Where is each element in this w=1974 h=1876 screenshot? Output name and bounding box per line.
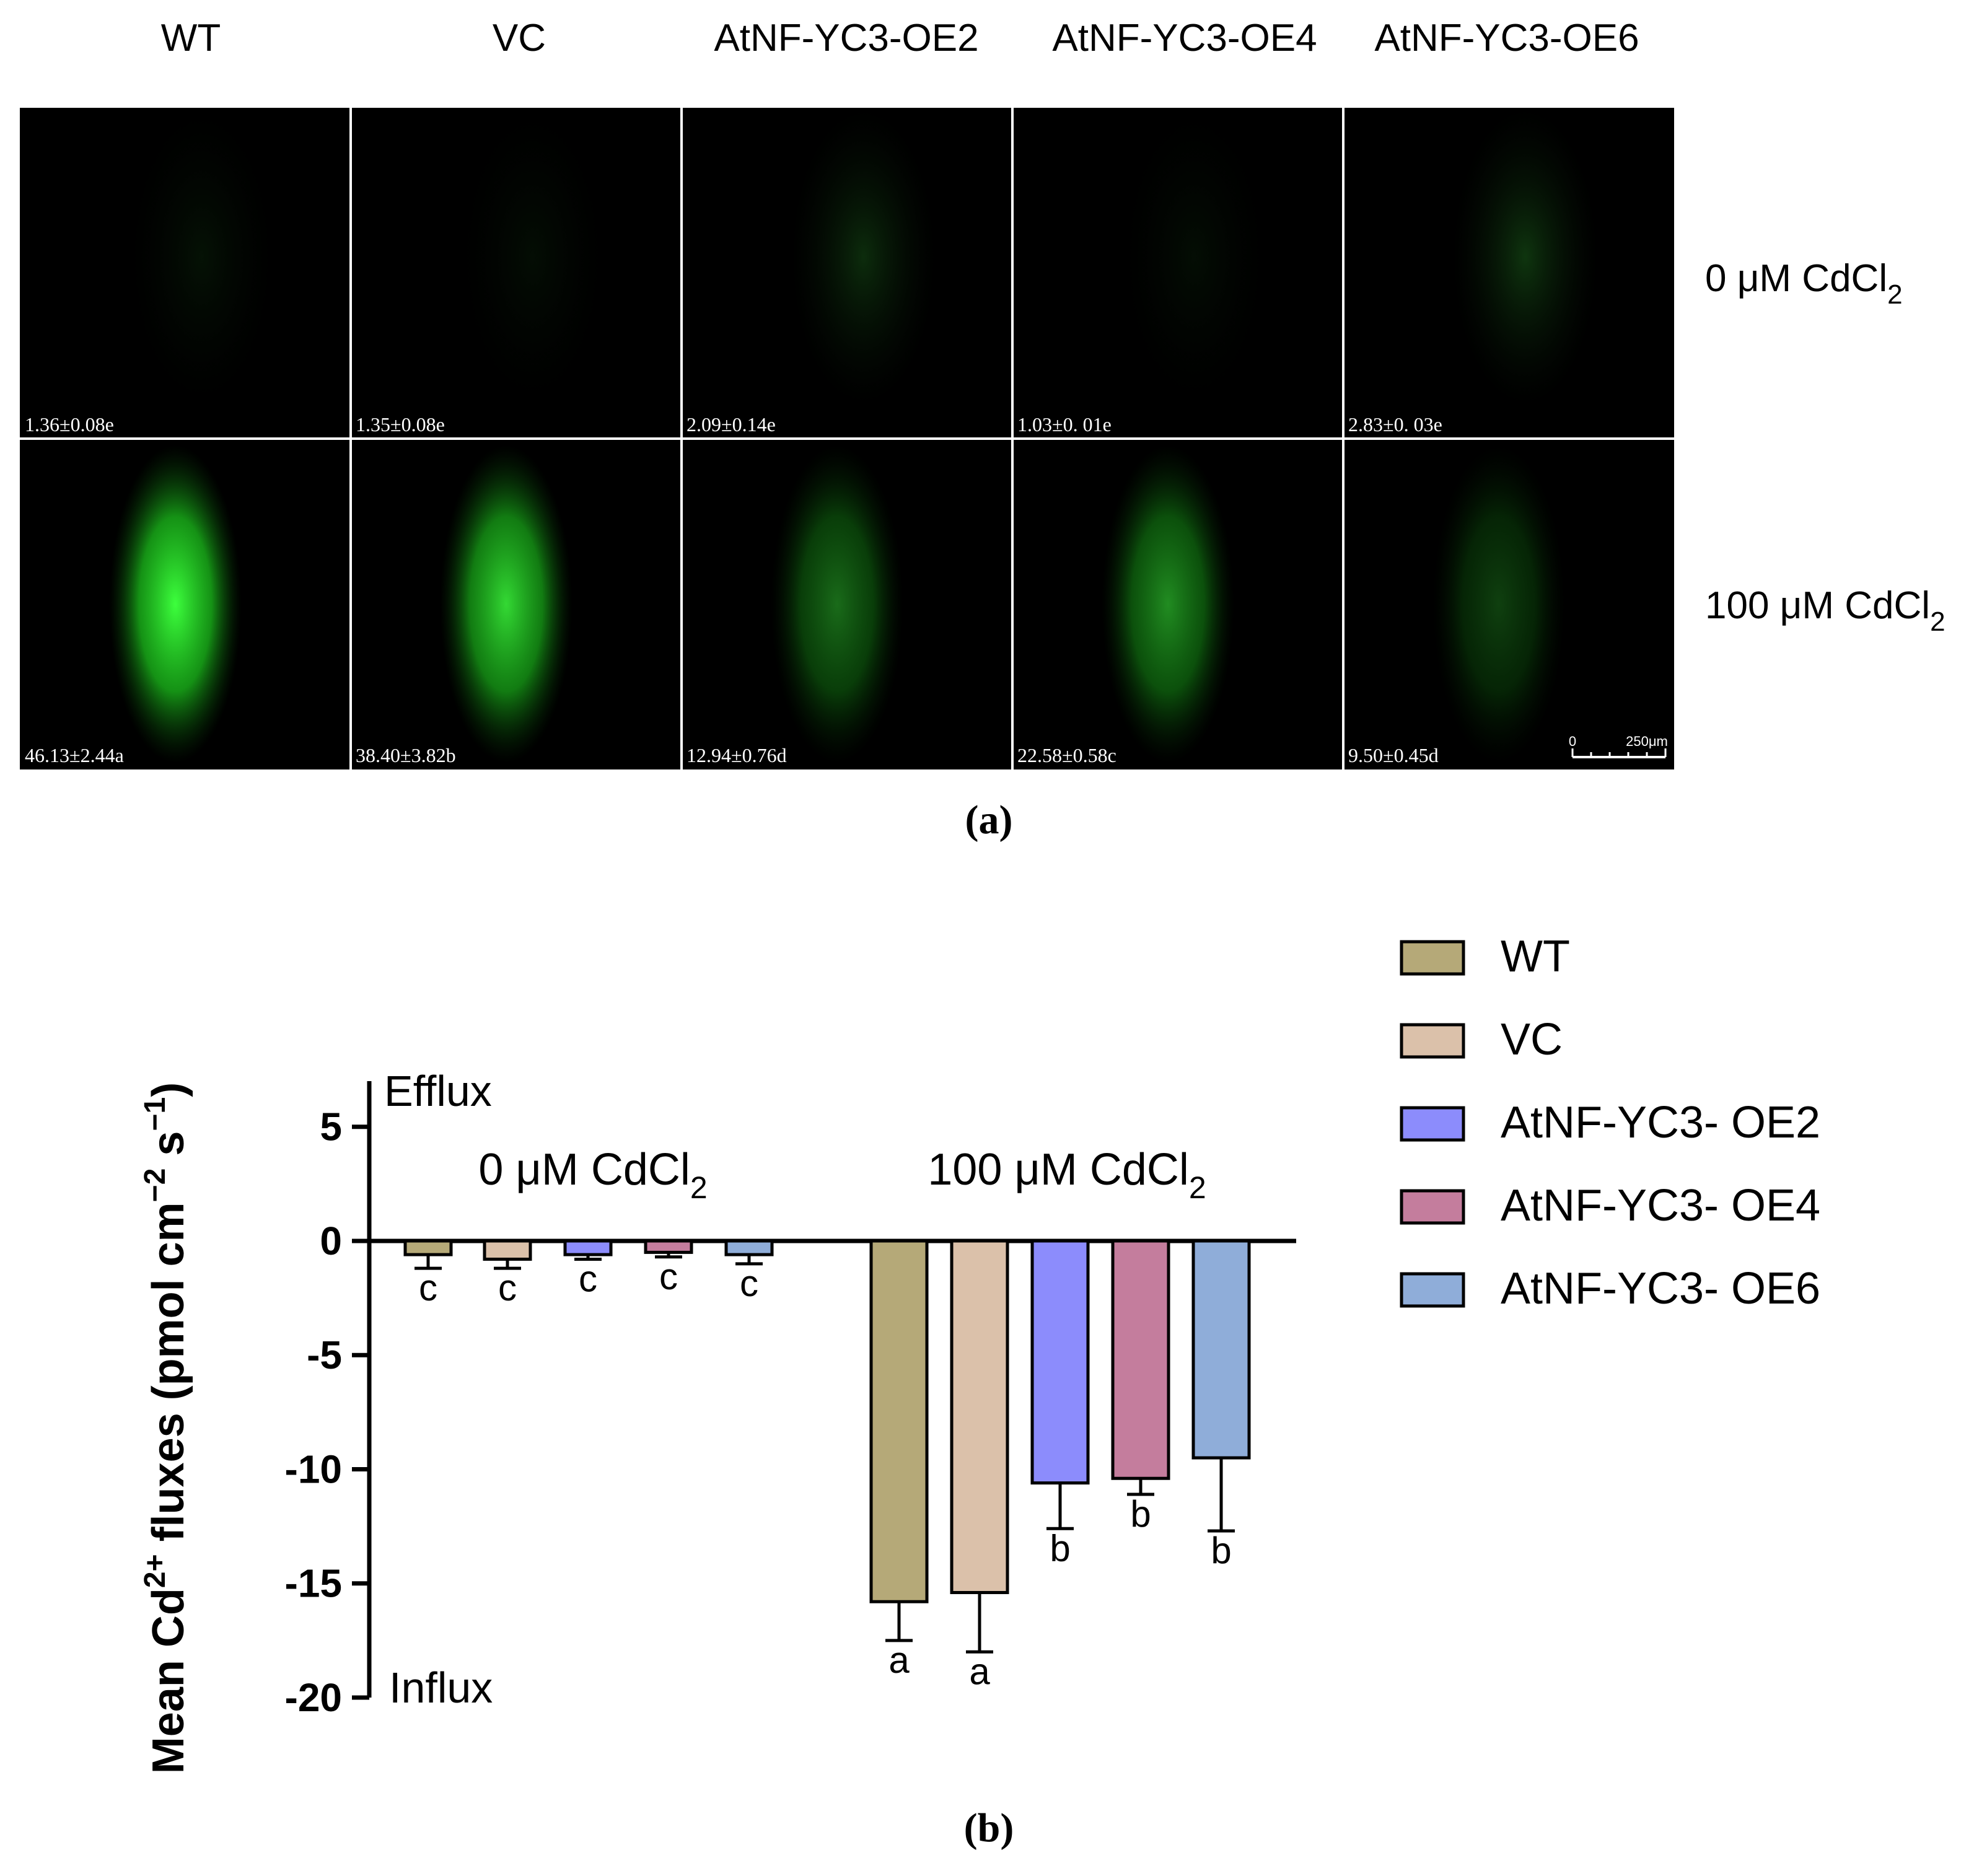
legend-swatch-4 <box>1400 1272 1465 1308</box>
micrograph-r0-c4: 2.83±0. 03e <box>1343 107 1674 439</box>
col-header-oe2: AtNF-YC3-OE2 <box>714 17 978 59</box>
scale-bar-zero: 0 <box>1569 734 1576 749</box>
root-signal <box>460 107 606 406</box>
micrograph-r1-c4: 9.50±0.45d <box>1343 439 1674 769</box>
bar-0-1 <box>869 1239 929 1603</box>
fluorescence-value: 2.09±0.14e <box>687 413 776 436</box>
efflux-label: Efflux <box>384 1067 492 1115</box>
influx-label: Influx <box>389 1663 493 1712</box>
significance-letter: b <box>1211 1530 1231 1571</box>
legend-label-1: VC <box>1501 1015 1563 1064</box>
root-signal <box>771 445 903 763</box>
y-tick-label: 5 <box>320 1105 342 1149</box>
legend-swatch-1 <box>1400 1023 1465 1059</box>
fluorescence-value: 1.03±0. 01e <box>1017 413 1112 436</box>
row-label-0: 0 μM CdCl2 <box>1705 257 1903 310</box>
significance-letter: c <box>740 1263 758 1304</box>
significance-letter: b <box>1130 1493 1151 1535</box>
y-tick-label: -20 <box>285 1675 343 1720</box>
col-header-oe4: AtNF-YC3-OE4 <box>1052 17 1317 59</box>
bar-2-0 <box>563 1239 613 1256</box>
panel-a-column-headers: WT VC AtNF-YC3-OE2 AtNF-YC3-OE4 AtNF-YC3… <box>161 17 1639 59</box>
bar-4-0 <box>724 1239 774 1256</box>
fluorescence-value: 46.13±2.44a <box>25 744 124 766</box>
group-label: 100 μM CdCl2 <box>928 1145 1206 1205</box>
col-header-vc: VC <box>493 17 546 59</box>
bar-3-1 <box>1111 1239 1170 1480</box>
group-label: 0 μM CdCl2 <box>478 1145 707 1205</box>
root-signal <box>791 107 937 406</box>
fluorescence-value: 2.83±0. 03e <box>1348 413 1442 436</box>
panel-a-caption: (a) <box>965 797 1013 843</box>
bar-chart: 5 0 -5 -10 -15 -20 Efflux Influx Mean Cd2+ fluxe… <box>139 1067 1296 1774</box>
bar-3-0 <box>644 1239 693 1254</box>
micrograph-r1-c2: 12.94±0.76d <box>682 439 1012 769</box>
significance-letter: c <box>498 1267 517 1308</box>
y-tick-label: -5 <box>307 1333 342 1377</box>
micrograph-r0-c3: 1.03±0. 01e <box>1012 107 1343 439</box>
significance-letter: c <box>419 1267 437 1308</box>
root-signal <box>1432 445 1565 763</box>
micrograph-r0-c0: 1.36±0.08e <box>20 107 351 439</box>
root-signal <box>1452 107 1599 406</box>
micrograph-r1-c3: 22.58±0.58c <box>1012 439 1343 769</box>
legend-label-0: WT <box>1501 932 1570 981</box>
root-signal <box>129 107 275 406</box>
micrograph-r0-c2: 2.09±0.14e <box>682 107 1012 439</box>
fluorescence-value: 9.50±0.45d <box>1348 744 1439 766</box>
col-header-wt: WT <box>161 17 221 59</box>
root-signal <box>1121 107 1268 406</box>
bar-1-0 <box>483 1239 532 1261</box>
legend-label-2: AtNF-YC3- OE2 <box>1501 1098 1820 1147</box>
legend-swatch-2 <box>1400 1106 1465 1142</box>
y-axis-label: Mean Cd2+ fluxes (pmol cm−2 s−1) <box>139 1082 193 1774</box>
micrograph-r1-c0: 46.13±2.44a <box>20 439 351 769</box>
legend-swatch-3 <box>1400 1189 1465 1225</box>
scale-bar-length: 250μm <box>1626 734 1668 749</box>
y-tick-label: -15 <box>285 1561 343 1606</box>
root-signal <box>109 445 242 763</box>
fluorescence-value: 1.35±0.08e <box>356 413 445 436</box>
significance-letter: a <box>888 1639 910 1681</box>
significance-letter: b <box>1050 1527 1070 1569</box>
row-label-100: 100 μM CdCl2 <box>1705 584 1945 637</box>
fluorescence-value: 12.94±0.76d <box>687 744 787 766</box>
y-tick-label: 0 <box>320 1219 342 1263</box>
bar-4-1 <box>1191 1239 1251 1460</box>
micrograph-r0-c1: 1.35±0.08e <box>351 107 682 439</box>
legend-label-3: AtNF-YC3- OE4 <box>1501 1181 1820 1230</box>
microscopy-grid: 1.36±0.08e 1.35±0.08e 2.09±0.14e 1.03±0. 01… <box>20 107 1674 769</box>
bar-2-1 <box>1030 1239 1090 1485</box>
significance-letter: c <box>579 1258 597 1299</box>
micrograph-r1-c1: 38.40±3.82b <box>351 439 682 769</box>
y-tick-label: -10 <box>285 1447 343 1491</box>
panel-a-row-labels: 0 μM CdCl2 100 μM CdCl2 <box>1705 257 1945 637</box>
bar-1-1 <box>950 1239 1009 1594</box>
significance-letter: c <box>659 1256 678 1297</box>
panel-b-caption: (b) <box>964 1805 1014 1851</box>
col-header-oe6: AtNF-YC3-OE6 <box>1374 17 1639 59</box>
legend: WT VC AtNF-YC3- OE2 AtNF-YC3- OE4 AtNF-YC3- … <box>1400 932 1820 1313</box>
significance-letter: a <box>969 1650 990 1692</box>
bar-0-0 <box>403 1239 453 1256</box>
legend-swatch-0 <box>1400 940 1465 976</box>
scale-bar: 0 250μm <box>1569 734 1668 758</box>
root-signal <box>1102 445 1234 763</box>
fluorescence-value: 38.40±3.82b <box>356 744 456 766</box>
legend-label-4: AtNF-YC3- OE6 <box>1501 1264 1820 1313</box>
root-signal <box>440 445 572 763</box>
fluorescence-value: 22.58±0.58c <box>1017 744 1116 766</box>
fluorescence-value: 1.36±0.08e <box>25 413 114 436</box>
